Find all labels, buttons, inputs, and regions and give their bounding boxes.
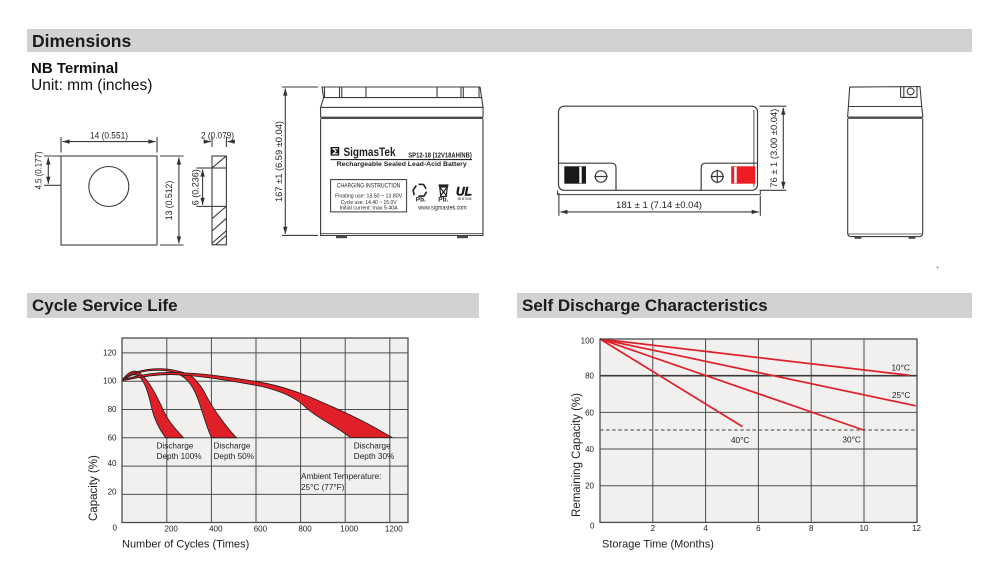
svg-text:120: 120 (103, 348, 117, 357)
svg-text:Remaining Capacity (%): Remaining Capacity (%) (571, 393, 583, 517)
svg-text:UL: UL (456, 185, 472, 199)
svg-text:Discharge: Discharge (157, 442, 194, 451)
svg-text:1000: 1000 (340, 525, 358, 534)
svg-text:www.sigmastek.com: www.sigmastek.com (417, 205, 466, 211)
svg-text:181 ± 1 (7.14 ±0.04): 181 ± 1 (7.14 ±0.04) (616, 200, 702, 211)
svg-text:Number of Cycles (Times): Number of Cycles (Times) (122, 539, 249, 551)
svg-text:MH47636: MH47636 (458, 197, 472, 201)
svg-text:100: 100 (581, 337, 595, 346)
svg-text:Cycle use: 14.40 ~ 15.0V: Cycle use: 14.40 ~ 15.0V (341, 200, 397, 206)
svg-text:14 (0.551): 14 (0.551) (90, 131, 128, 141)
svg-text:Depth 30%: Depth 30% (354, 452, 395, 461)
svg-text:Discharge: Discharge (214, 442, 251, 451)
svg-text:30°C: 30°C (843, 436, 861, 445)
svg-text:200: 200 (165, 525, 179, 534)
svg-text:800: 800 (298, 525, 312, 534)
svg-text:100: 100 (103, 377, 117, 386)
svg-text:6 (0.236): 6 (0.236) (191, 169, 201, 205)
svg-text:Pb.: Pb. (416, 197, 426, 204)
svg-text:Depth 100%: Depth 100% (157, 452, 202, 461)
svg-text:600: 600 (254, 525, 268, 534)
svg-text:Storage Time (Months): Storage Time (Months) (602, 539, 714, 551)
svg-text:12: 12 (912, 524, 921, 533)
svg-text:Floating use: 13.50 ~ 13.80V: Floating use: 13.50 ~ 13.80V (335, 194, 402, 200)
svg-text:80: 80 (585, 372, 594, 381)
svg-text:Rechargeable Sealed Lead-Acid: Rechargeable Sealed Lead-Acid Battery (337, 161, 467, 168)
svg-text:60: 60 (585, 408, 594, 417)
svg-text:20: 20 (585, 482, 594, 491)
svg-text:76 ± 1 (3.00 ±0.04): 76 ± 1 (3.00 ±0.04) (769, 109, 780, 188)
svg-text:25°C: 25°C (892, 391, 910, 400)
svg-text:10°C: 10°C (892, 364, 910, 373)
svg-text:Pb.: Pb. (438, 197, 448, 204)
svg-text:25°C (77°F): 25°C (77°F) (301, 483, 345, 492)
svg-text:10: 10 (860, 524, 869, 533)
svg-text:20: 20 (108, 487, 117, 496)
svg-text:1200: 1200 (385, 525, 403, 534)
svg-text:40: 40 (108, 459, 117, 468)
svg-text:CHARGING INSTRUCTION: CHARGING INSTRUCTION (337, 184, 401, 190)
svg-text:Ambient Temperature:: Ambient Temperature: (301, 472, 381, 481)
svg-text:SigmasTek: SigmasTek (344, 147, 397, 159)
svg-text:SP12-18 (12V18AH/NB): SP12-18 (12V18AH/NB) (408, 153, 472, 160)
svg-text:Initial current: max 5.40A: Initial current: max 5.40A (340, 205, 398, 211)
svg-text:2: 2 (651, 524, 656, 533)
svg-text:60: 60 (108, 433, 117, 442)
svg-text:40°C: 40°C (731, 436, 749, 445)
svg-text:8: 8 (809, 524, 814, 533)
svg-text:Discharge: Discharge (354, 442, 391, 451)
svg-text:0: 0 (113, 524, 118, 533)
svg-text:2 (0.079): 2 (0.079) (201, 131, 234, 141)
svg-text:13 (0.512): 13 (0.512) (164, 181, 174, 221)
svg-text:0: 0 (590, 522, 595, 531)
svg-text:400: 400 (209, 525, 223, 534)
svg-text:40: 40 (585, 445, 594, 454)
svg-text:6: 6 (756, 524, 761, 533)
svg-text:Capacity (%): Capacity (%) (88, 455, 100, 521)
svg-text:4.5 (0.177): 4.5 (0.177) (34, 152, 44, 190)
svg-text:4: 4 (703, 524, 708, 533)
svg-text:80: 80 (108, 405, 117, 414)
svg-text:167 ±1 (6.59 ±0.04): 167 ±1 (6.59 ±0.04) (274, 121, 284, 202)
svg-text:Depth 50%: Depth 50% (214, 452, 255, 461)
